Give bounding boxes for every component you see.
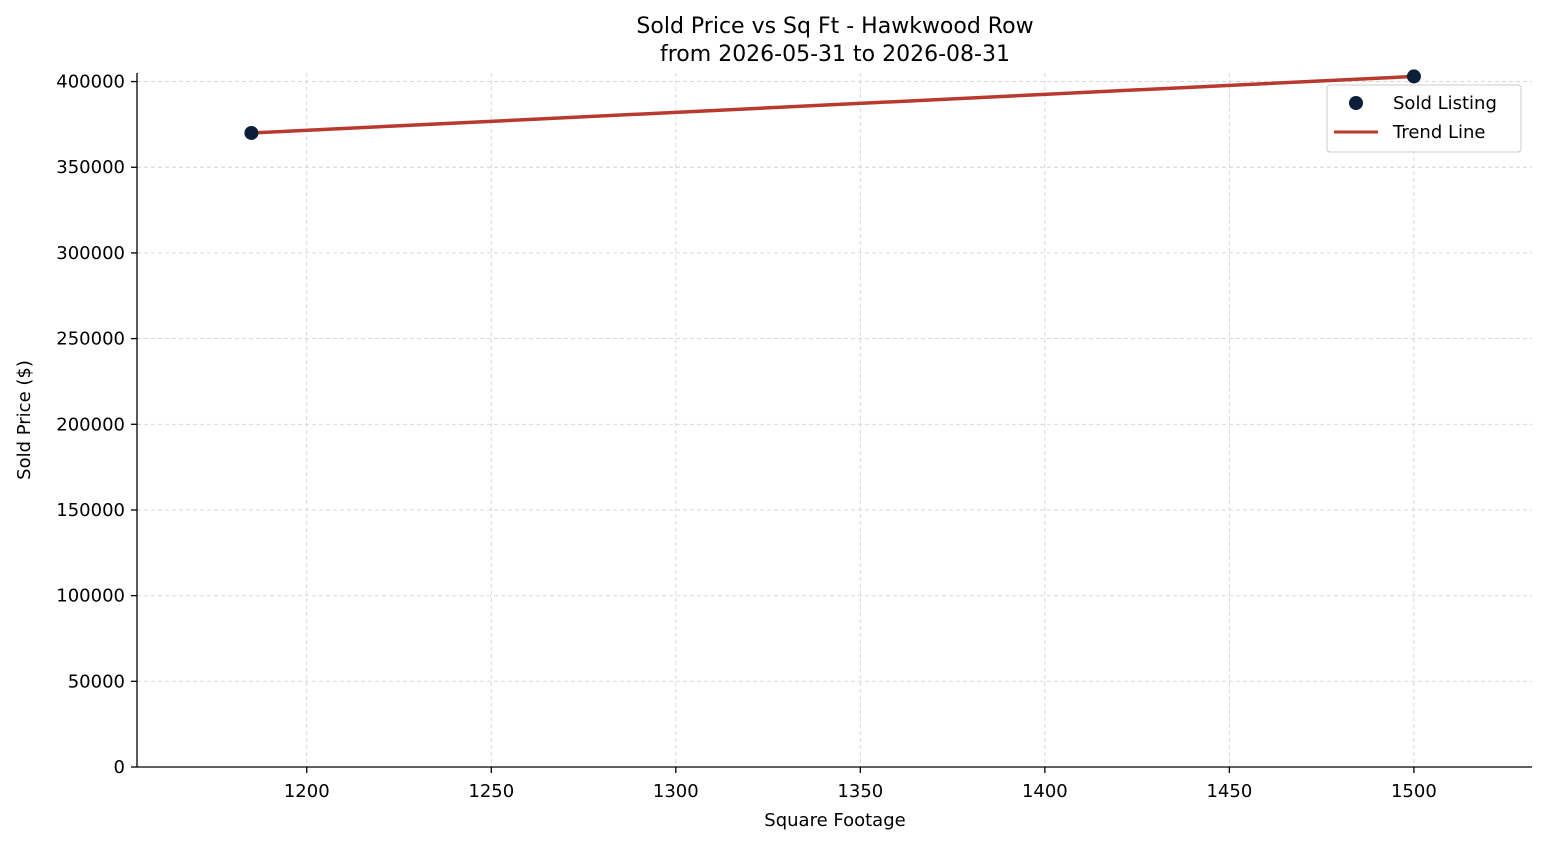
x-tick-label: 1350 xyxy=(837,781,883,802)
data-point xyxy=(244,125,259,140)
y-tick-label: 50000 xyxy=(68,671,125,692)
x-tick-label: 1500 xyxy=(1391,781,1437,802)
x-tick-label: 1250 xyxy=(468,781,514,802)
x-tick-label: 1300 xyxy=(653,781,699,802)
data-point xyxy=(1406,69,1421,84)
x-tick-label: 1450 xyxy=(1206,781,1252,802)
legend-box xyxy=(1326,84,1522,153)
legend-label-trend-line: Trend Line xyxy=(1392,122,1486,143)
legend-marker-sold-listing xyxy=(1349,96,1363,110)
y-axis-label: Sold Price ($) xyxy=(14,360,35,480)
x-axis-ticks: 1200 1250 1300 1350 1400 1450 1500 xyxy=(284,767,1437,802)
y-tick-label: 350000 xyxy=(56,157,125,178)
chart-subtitle: from 2026-05-31 to 2026-08-31 xyxy=(660,42,1010,67)
trend-line xyxy=(249,74,1416,135)
y-tick-label: 250000 xyxy=(56,329,125,350)
legend-label-sold-listing: Sold Listing xyxy=(1393,93,1497,114)
x-tick-label: 1200 xyxy=(284,781,330,802)
chart-title: Sold Price vs Sq Ft - Hawkwood Row xyxy=(636,14,1033,39)
grid xyxy=(137,73,1532,768)
legend: Sold Listing Trend Line xyxy=(1326,84,1522,153)
plot-area xyxy=(244,69,1421,140)
y-tick-label: 150000 xyxy=(56,500,125,521)
y-tick-label: 200000 xyxy=(56,414,125,435)
y-tick-label: 300000 xyxy=(56,243,125,264)
y-axis-ticks: 0 50000 100000 150000 200000 250000 300000 3500… xyxy=(56,72,137,778)
x-tick-label: 1400 xyxy=(1022,781,1068,802)
y-tick-label: 400000 xyxy=(56,72,125,93)
x-axis-label: Square Footage xyxy=(764,810,905,831)
y-tick-label: 100000 xyxy=(56,586,125,607)
y-tick-label: 0 xyxy=(114,757,125,778)
